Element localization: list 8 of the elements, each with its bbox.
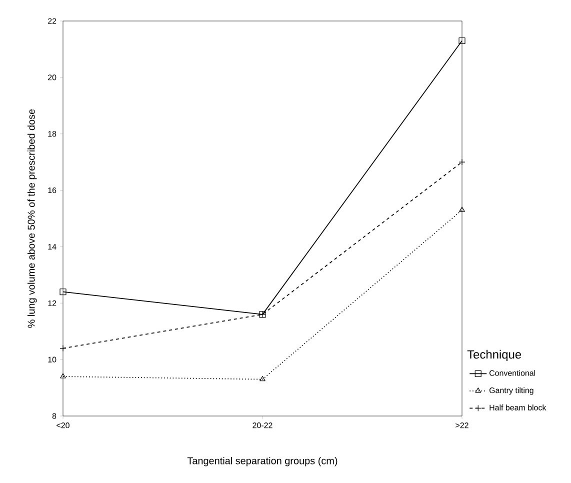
- legend-title: Technique: [467, 350, 522, 362]
- x-axis-title: Tangential separation groups (cm): [187, 456, 338, 466]
- point: [458, 37, 466, 44]
- point: [459, 206, 465, 212]
- y-axis-title: % lung volume above 50% of the prescribed dose: [28, 109, 37, 328]
- point: [60, 288, 66, 296]
- point: [60, 373, 66, 378]
- point: [260, 376, 266, 382]
